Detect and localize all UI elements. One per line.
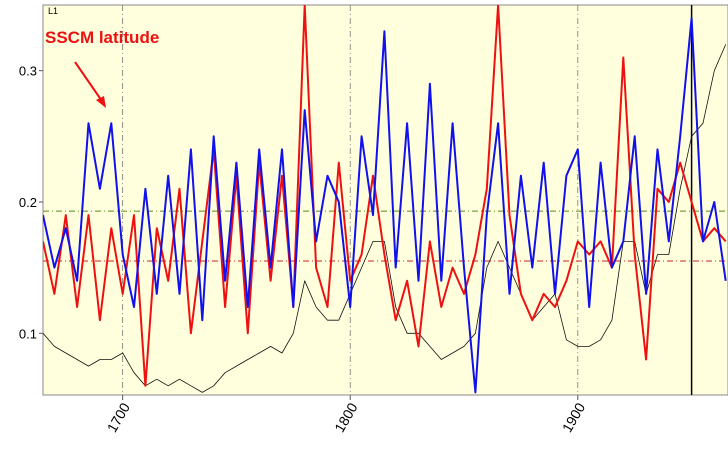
annotation-arrow — [74, 61, 105, 105]
series-line — [43, 44, 727, 393]
annotation-arrowhead — [96, 96, 106, 108]
series-line — [43, 17, 727, 394]
y-tick-label: 0.1 — [19, 326, 37, 341]
y-tick-label: 0.2 — [19, 195, 37, 210]
annotation: SSCM latitude — [45, 28, 159, 47]
y-tick-label: 0.3 — [19, 64, 37, 79]
corner-label: L1 — [48, 6, 58, 16]
plot-layer — [43, 5, 728, 395]
